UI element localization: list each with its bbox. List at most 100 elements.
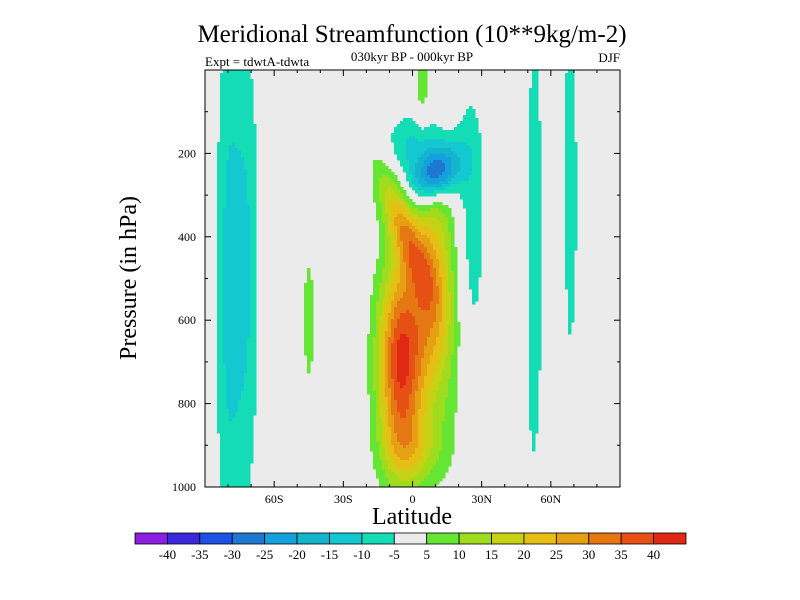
contour-cell <box>217 331 224 335</box>
contour-cell <box>529 349 542 353</box>
contour-cell <box>565 169 578 173</box>
contour-cell <box>403 169 410 173</box>
contour-cell <box>529 217 542 221</box>
contour-cell <box>217 250 224 254</box>
contour-cell <box>448 331 455 335</box>
contour-cell <box>250 232 257 236</box>
contour-cell <box>394 244 398 248</box>
contour-cell <box>424 253 431 257</box>
contour-cell <box>376 430 383 434</box>
contour-cell <box>529 367 542 371</box>
contour-cell <box>439 361 446 365</box>
contour-cell <box>565 205 578 209</box>
contour-cell <box>403 241 410 245</box>
contour-cell <box>394 334 401 338</box>
contour-cell <box>430 355 440 359</box>
contour-cell <box>469 259 482 263</box>
contour-cell <box>415 397 422 401</box>
contour-cell <box>442 340 449 344</box>
contour-cell <box>382 277 389 281</box>
contour-cell <box>385 475 398 479</box>
contour-cell <box>469 106 473 110</box>
contour-cell <box>223 358 248 362</box>
contour-cell <box>433 322 440 326</box>
contour-cell <box>439 208 452 212</box>
contour-cell <box>448 349 455 353</box>
contour-cell <box>565 115 575 119</box>
contour-cell <box>391 205 404 209</box>
contour-cell <box>385 259 392 263</box>
x-tick-label: 30N <box>471 492 492 506</box>
contour-cell <box>418 334 431 338</box>
contour-cell <box>469 268 482 272</box>
contour-cell <box>400 190 407 194</box>
contour-cell <box>304 283 314 287</box>
contour-cell <box>565 178 578 182</box>
contour-cell <box>247 370 257 374</box>
contour-cell <box>418 412 425 416</box>
contour-cell <box>427 235 437 239</box>
contour-cell <box>433 412 446 416</box>
contour-cell <box>406 271 413 275</box>
contour-cell <box>388 403 392 407</box>
contour-cell <box>385 235 392 239</box>
contour-cell <box>391 430 395 434</box>
contour-cell <box>445 277 449 281</box>
contour-cell <box>436 340 443 344</box>
contour-cell <box>439 301 443 305</box>
contour-cell <box>442 433 455 437</box>
contour-cell <box>394 220 410 224</box>
contour-cell <box>388 229 392 233</box>
contour-cell <box>451 160 461 164</box>
contour-cell <box>415 451 422 455</box>
contour-cell <box>565 82 575 86</box>
contour-cell <box>373 364 380 368</box>
contour-cell <box>448 277 455 281</box>
contour-cell <box>385 286 392 290</box>
contour-cell <box>217 196 227 200</box>
contour-cell <box>424 178 446 182</box>
contour-field <box>205 70 620 487</box>
contour-cell <box>304 325 314 329</box>
contour-cell <box>424 478 443 482</box>
contour-cell <box>472 163 482 167</box>
contour-cell <box>217 229 224 233</box>
contour-cell <box>529 166 542 170</box>
contour-cell <box>379 319 386 323</box>
contour-cell <box>394 427 413 431</box>
contour-cell <box>439 265 446 269</box>
contour-cell <box>424 430 434 434</box>
contour-cell <box>397 346 410 350</box>
contour-cell <box>382 442 389 446</box>
contour-cell <box>379 358 383 362</box>
contour-cell <box>217 163 227 167</box>
contour-cell <box>376 328 380 332</box>
contour-cell <box>379 406 386 410</box>
contour-cell <box>382 298 389 302</box>
contour-cell <box>406 334 419 338</box>
contour-cell <box>436 280 443 284</box>
contour-cell <box>370 331 377 335</box>
contour-cell <box>373 178 380 182</box>
contour-cell <box>436 391 449 395</box>
contour-cell <box>388 442 392 446</box>
contour-cell <box>454 292 458 296</box>
contour-cell <box>394 250 401 254</box>
contour-cell <box>217 202 227 206</box>
contour-cell <box>565 121 575 125</box>
contour-cell <box>382 352 386 356</box>
contour-cell <box>370 430 377 434</box>
contour-cell <box>436 232 446 236</box>
contour-cell <box>565 106 575 110</box>
contour-cell <box>424 463 437 467</box>
contour-cell <box>304 319 314 323</box>
contour-cell <box>565 166 578 170</box>
contour-cell <box>385 304 392 308</box>
contour-cell <box>466 226 482 230</box>
contour-cell <box>379 391 383 395</box>
contour-cell <box>250 253 257 257</box>
contour-cell <box>460 163 473 167</box>
contour-cell <box>385 319 389 323</box>
contour-cell <box>409 184 416 188</box>
